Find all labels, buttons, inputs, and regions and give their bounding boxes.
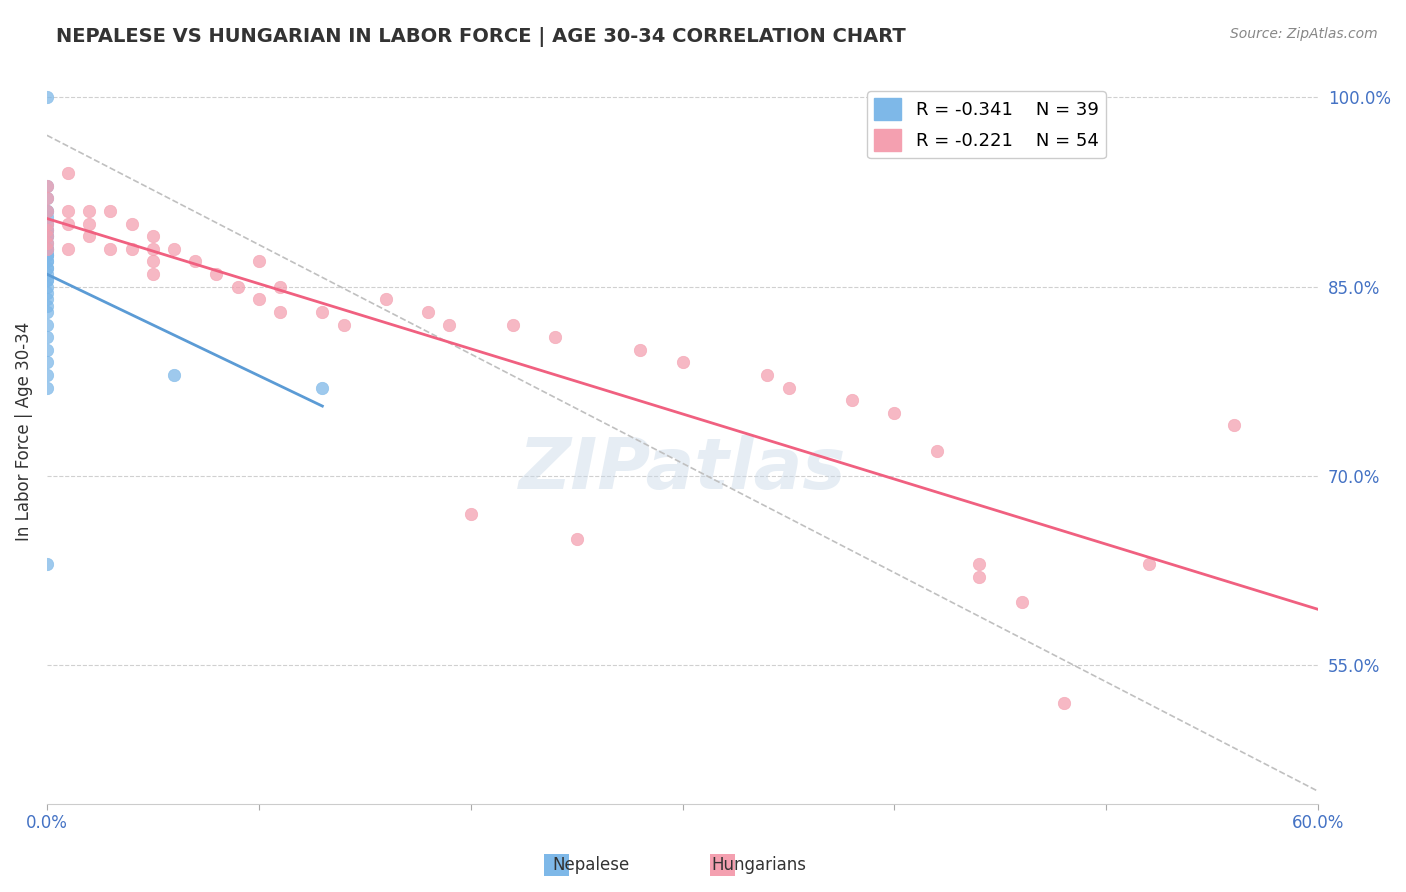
Point <box>35 248 58 262</box>
Point <box>100 242 122 256</box>
Text: ZIPatlas: ZIPatlas <box>519 434 846 503</box>
Point <box>883 406 905 420</box>
Point <box>311 381 333 395</box>
Point <box>1137 558 1160 572</box>
Point <box>77 229 100 244</box>
Point <box>35 299 58 313</box>
Text: Hungarians: Hungarians <box>711 856 807 874</box>
Point <box>163 242 186 256</box>
Point <box>35 260 58 275</box>
Point <box>35 254 58 268</box>
Point <box>35 229 58 244</box>
Point <box>35 355 58 369</box>
Point <box>100 204 122 219</box>
Point <box>142 254 165 268</box>
Point <box>205 267 228 281</box>
Point <box>35 242 58 256</box>
Text: Source: ZipAtlas.com: Source: ZipAtlas.com <box>1230 27 1378 41</box>
Point <box>374 293 396 307</box>
Point <box>35 260 58 275</box>
Point <box>184 254 207 268</box>
Point <box>56 204 79 219</box>
Point <box>311 305 333 319</box>
Point <box>142 242 165 256</box>
Point <box>35 343 58 357</box>
Point <box>56 242 79 256</box>
Point <box>35 242 58 256</box>
Point <box>35 178 58 193</box>
Point <box>565 532 588 546</box>
Point <box>502 318 524 332</box>
Point <box>967 570 990 584</box>
Point <box>247 293 270 307</box>
Point <box>269 279 291 293</box>
Point <box>460 507 482 521</box>
Point <box>247 254 270 268</box>
Point <box>35 229 58 244</box>
Point <box>226 279 249 293</box>
Point <box>35 279 58 293</box>
Point <box>1053 696 1076 710</box>
Legend: R = -0.341    N = 39, R = -0.221    N = 54: R = -0.341 N = 39, R = -0.221 N = 54 <box>868 91 1107 159</box>
Point <box>35 305 58 319</box>
Point <box>35 235 58 250</box>
Point <box>439 318 461 332</box>
Point <box>35 558 58 572</box>
Point <box>56 217 79 231</box>
Point <box>35 242 58 256</box>
Point <box>35 254 58 268</box>
Point <box>121 242 143 256</box>
Point <box>77 204 100 219</box>
Point <box>163 368 186 382</box>
Point <box>1222 418 1244 433</box>
Point <box>269 305 291 319</box>
Point <box>35 223 58 237</box>
Point <box>35 368 58 382</box>
Point <box>925 443 948 458</box>
Point <box>35 235 58 250</box>
Point <box>35 223 58 237</box>
Point <box>967 558 990 572</box>
Point <box>35 248 58 262</box>
Point <box>35 248 58 262</box>
Point <box>35 330 58 344</box>
Point <box>35 318 58 332</box>
Point <box>35 217 58 231</box>
Point <box>418 305 440 319</box>
Point <box>35 178 58 193</box>
Point <box>1011 595 1033 609</box>
Point <box>35 204 58 219</box>
Point <box>756 368 779 382</box>
Point <box>35 90 58 104</box>
Point <box>35 229 58 244</box>
Text: Nepalese: Nepalese <box>553 856 628 874</box>
Point <box>628 343 651 357</box>
Point <box>35 293 58 307</box>
Point <box>332 318 354 332</box>
Point <box>35 273 58 287</box>
Point <box>77 217 100 231</box>
Text: NEPALESE VS HUNGARIAN IN LABOR FORCE | AGE 30-34 CORRELATION CHART: NEPALESE VS HUNGARIAN IN LABOR FORCE | A… <box>56 27 905 46</box>
Point <box>121 217 143 231</box>
Point <box>35 191 58 205</box>
Point <box>142 229 165 244</box>
Point <box>35 211 58 225</box>
Point <box>142 267 165 281</box>
Point <box>841 393 863 408</box>
Point <box>35 273 58 287</box>
Point <box>35 285 58 300</box>
Point <box>56 166 79 180</box>
Y-axis label: In Labor Force | Age 30-34: In Labor Force | Age 30-34 <box>15 322 32 541</box>
Point <box>35 381 58 395</box>
Point <box>35 242 58 256</box>
Point <box>35 217 58 231</box>
Point <box>544 330 567 344</box>
Point <box>35 223 58 237</box>
Point <box>35 204 58 219</box>
Point <box>671 355 693 369</box>
Point <box>778 381 800 395</box>
Point <box>35 204 58 219</box>
Point <box>35 191 58 205</box>
Point <box>35 267 58 281</box>
